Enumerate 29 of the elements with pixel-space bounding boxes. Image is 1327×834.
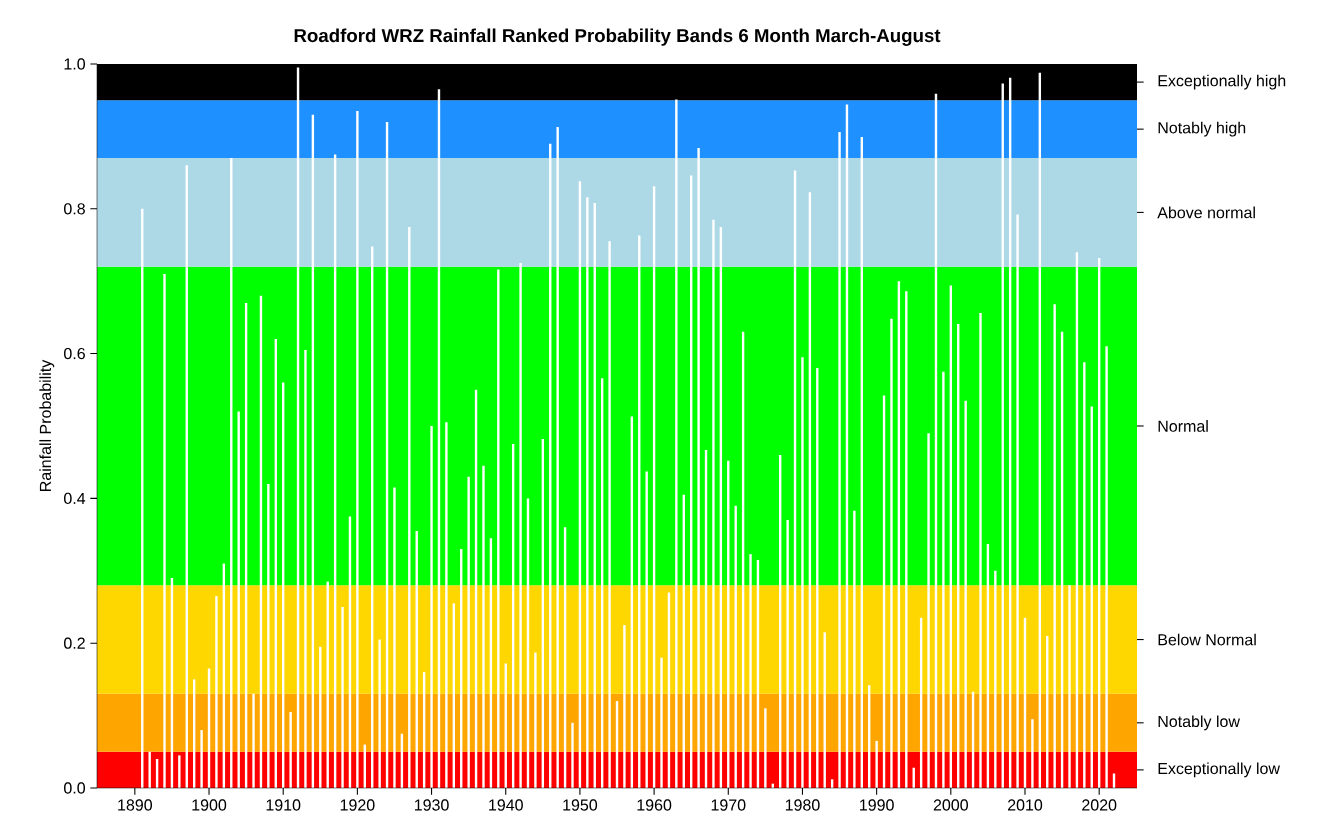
x-tick-label: 1920 [340,799,375,811]
band-label: Below Normal [1158,633,1256,646]
x-tick-label: 2000 [933,799,968,811]
band-label: Normal [1158,420,1208,432]
x-tick-label: 1990 [860,799,894,811]
x-tick-label: 1960 [637,799,672,811]
band-label: Above normal [1157,206,1255,219]
band-label: Notably high [1158,121,1246,137]
x-tick-label: 1950 [563,799,598,811]
x-tick-label: 2010 [1008,799,1043,811]
x-tick-label: 1910 [266,799,301,811]
band-label: Notably low [1158,715,1240,731]
chart-title: Roadford WRZ Rainfall Ranked Probability Bands 6 Month March-August [294,28,941,46]
x-tick-label: 1980 [785,799,820,811]
x-tick-label: 2020 [1082,799,1117,811]
x-tick-label: 1940 [489,799,523,811]
x-tick-label: 1900 [192,799,227,811]
y-tick-label: 0.2 [64,637,85,649]
x-tick-label: 1970 [711,799,746,811]
y-tick-label: 0.8 [64,203,85,215]
band-label: Exceptionally low [1158,762,1280,778]
y-tick-label: 0.6 [64,347,85,360]
band-label: Exceptionally high [1158,74,1286,90]
y-tick-label: 0.0 [64,782,86,794]
x-tick-label: 1890 [118,799,153,811]
y-tick-label: 0.4 [64,492,86,505]
y-axis-title: Rainfall Probability [39,359,55,491]
y-tick-label: 1.0 [64,58,86,70]
x-tick-label: 1930 [414,799,449,811]
